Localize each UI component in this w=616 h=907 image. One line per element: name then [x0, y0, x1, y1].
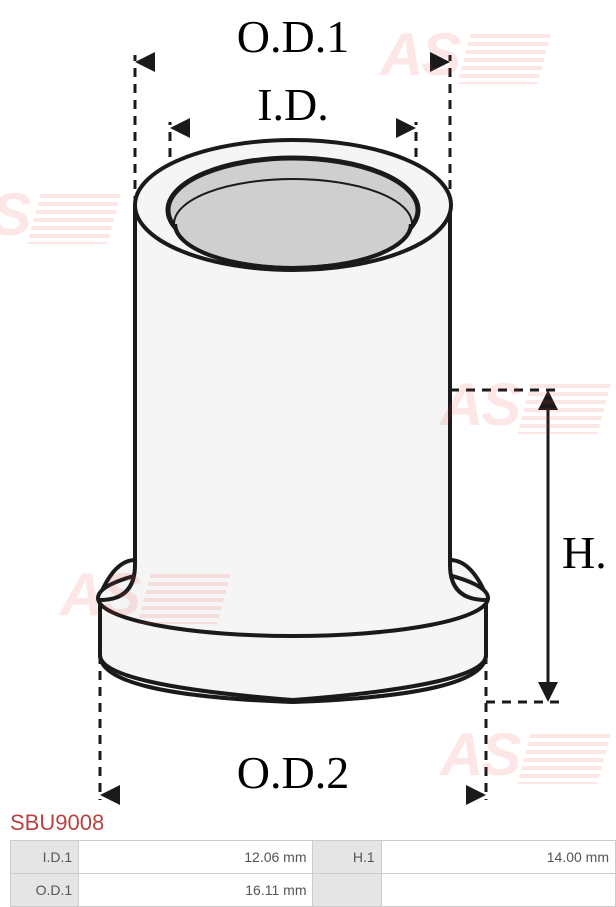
spec-table: I.D.1 12.06 mm H.1 14.00 mm O.D.1 16.11 …	[10, 840, 616, 907]
bushing-diagram: O.D.1 I.D.	[0, 0, 616, 810]
spec-value: 16.11 mm	[79, 874, 313, 907]
label-h: H.	[562, 527, 607, 578]
spec-label: H.1	[313, 841, 381, 874]
part-code: SBU9008	[10, 810, 104, 836]
spec-label: O.D.1	[11, 874, 79, 907]
label-od2: O.D.2	[237, 747, 349, 798]
label-od1: O.D.1	[237, 11, 349, 62]
diagram-container: AS AS AS AS AS O.D.1	[0, 0, 616, 810]
spec-value	[381, 874, 615, 907]
spec-label: I.D.1	[11, 841, 79, 874]
table-row: I.D.1 12.06 mm H.1 14.00 mm	[11, 841, 616, 874]
spec-value: 14.00 mm	[381, 841, 615, 874]
table-row: O.D.1 16.11 mm	[11, 874, 616, 907]
spec-value: 12.06 mm	[79, 841, 313, 874]
label-id: I.D.	[257, 79, 329, 130]
spec-label	[313, 874, 381, 907]
